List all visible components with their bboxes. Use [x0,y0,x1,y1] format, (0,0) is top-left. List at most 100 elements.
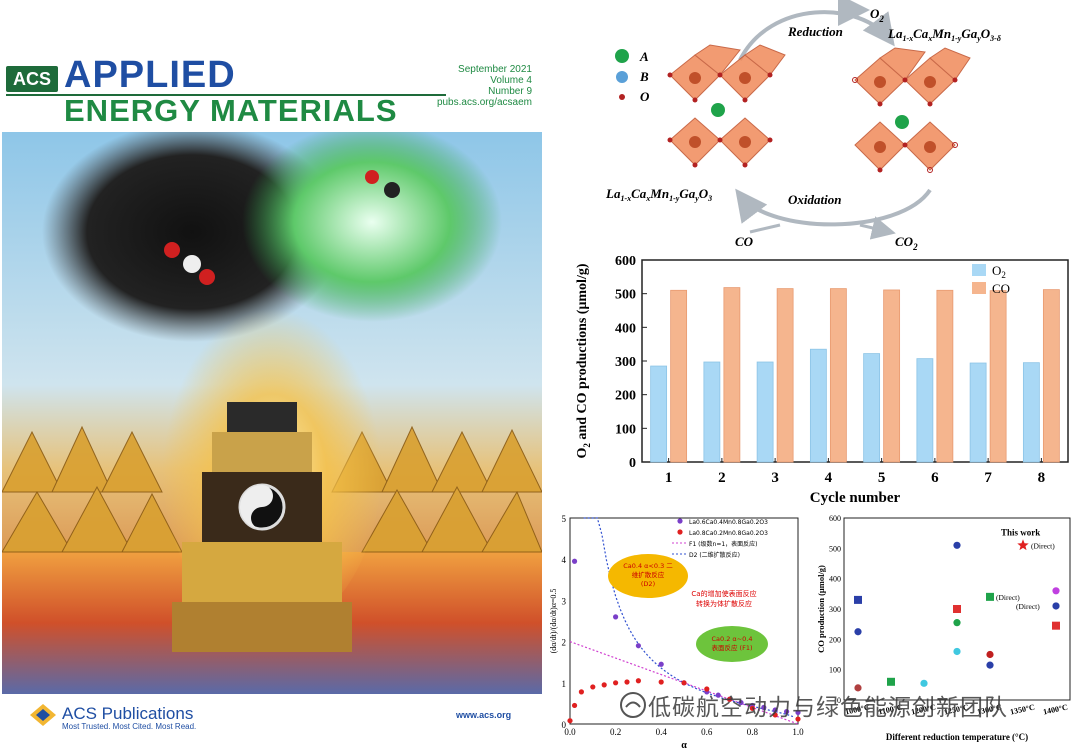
direct-label-1300: (Direct) [996,593,1020,602]
y-axis-label: O2 and CO productions (μmol/g) [575,263,592,458]
y-tick-label: 300 [615,355,636,370]
kinetics-legend-marker [677,529,683,535]
kinetics-point-series-1 [795,709,801,716]
bar-o2-cycle-5 [863,353,881,463]
y-tick-label: 4 [562,555,567,565]
kinetics-legend-marker [677,518,683,524]
oxidation-arrow [735,188,932,227]
bar-o2-cycle-8 [1022,362,1040,463]
annotation-green-text: 表面反应 (F1) [711,643,752,652]
bar-o2-cycle-7 [969,362,987,463]
kinetics-point-series-1 [784,709,790,715]
kinetics-point-series-2 [727,696,733,702]
bar-o2-cycle-6 [916,358,934,463]
cover-number: Number 9 [488,86,532,97]
legend-o-icon [619,94,625,100]
y-tick-label: 100 [829,666,841,675]
cover-artwork [2,132,542,694]
acs-url: www.acs.org [456,710,512,720]
co-point-circle [854,684,862,692]
y-axis-label: CO production (μmol/g) [816,565,826,653]
y-tick-label: 3 [562,596,567,606]
this-work-label: This work [1001,527,1040,537]
kinetics-point-series-1 [635,643,641,649]
bar-co-cycle-7 [989,290,1007,463]
x-tick-label: 1400°C [1042,703,1069,717]
kinetics-point-series-1 [738,699,744,706]
x-axis-label: Different reduction temperature (°C) [886,732,1028,742]
acs-badge: ACS [6,66,58,92]
bar-co-cycle-8 [1042,289,1060,463]
annotation-middle-text: Ca的增加使表面反应 [691,589,756,598]
kinetics-point-series-2 [635,678,641,684]
reduction-arrow [738,10,895,61]
wechat-channel-icon [620,692,646,718]
x-tick-label: 6 [931,470,939,486]
y-tick-label: 5 [562,514,567,524]
x-tick-label: 0.4 [656,727,668,737]
y-tick-label: 0 [562,720,567,730]
x-tick-label: 5 [878,470,886,486]
cover-title-line1: APPLIED [64,54,236,96]
y-tick-label: 600 [829,514,841,523]
kinetics-point-series-2 [624,679,630,685]
x-tick-label: 7 [984,470,992,486]
y-tick-label: 500 [829,544,841,553]
y-axis-label: (dα/dt)/(dα/dt)α=0.5 [549,589,558,654]
bar-co-cycle-2 [723,287,741,463]
legend-o2-label: O2 [992,263,1006,280]
kinetics-point-series-1 [715,692,721,698]
bar-o2-cycle-4 [809,348,827,463]
legend-co-swatch [972,282,986,294]
kinetics-point-series-2 [681,680,687,686]
x-tick-label: 0.0 [564,727,576,737]
legend-o2-sub: 2 [1001,270,1006,280]
kinetics-point-series-2 [795,716,801,722]
kinetics-legend-label: D2 (二维扩散反应) [689,551,740,559]
co-point-circle [953,619,961,627]
kinetics-point-series-1 [772,707,778,713]
x-axis-label: Cycle number [810,490,901,506]
kinetics-legend-label: La0.6Ca0.4Mn0.8Ga0.2O3 [689,519,768,526]
kinetics-point-series-2 [613,680,619,686]
kinetics-point-series-2 [571,702,578,709]
x-tick-label: 8 [1038,470,1046,486]
bar-o2-cycle-1 [650,365,668,463]
bar-co-cycle-4 [829,288,847,463]
perovskite-structure-oxidized-icon [667,44,786,168]
legend-o2-swatch [972,264,986,276]
co-point-square [1052,621,1060,630]
co-point-square [887,677,895,686]
x-tick-label: 3 [771,470,779,486]
bar-co-cycle-3 [776,288,794,463]
this-work-star-icon [1017,539,1029,551]
legend-co-label: CO [992,281,1010,296]
co-point-circle [986,661,994,669]
kinetics-point-series-2 [772,712,778,718]
annotation-yellow-text: Ca0.4 α<0.3 二 [623,562,673,570]
y-tick-label: 600 [615,254,636,269]
y-tick-label: 1 [562,679,567,689]
co-point-circle [953,647,961,656]
d2-model-curve [583,517,794,718]
acs-publications-logo-icon [30,704,56,726]
x-tick-label: 1350°C [1009,703,1036,717]
co-point-circle [920,679,928,687]
redox-cycle-schematic: A B O Reduction Oxidation O2 CO CO2 La1-… [605,0,1001,252]
co-point-circle [854,628,862,636]
kinetics-point-series-2 [658,679,664,685]
co-point-circle [953,541,961,549]
kinetics-point-series-2 [749,705,755,711]
annotation-green-text: Ca0.2 α~0.4 [712,635,753,643]
legend-o2-main: O [992,263,1001,278]
direct-label-1350: (Direct) [1031,541,1055,550]
co-label: CO [735,234,754,249]
y-tick-label: 300 [829,605,841,614]
cover-date: September 2021 [458,64,532,75]
y-axis-label-rest: and CO productions (μmol/g) [575,263,590,443]
perovskite-structure-reduced-icon [852,47,971,173]
co-point-circle [986,650,994,659]
bar-co-cycle-1 [670,289,688,463]
y-tick-label: 200 [615,389,636,404]
